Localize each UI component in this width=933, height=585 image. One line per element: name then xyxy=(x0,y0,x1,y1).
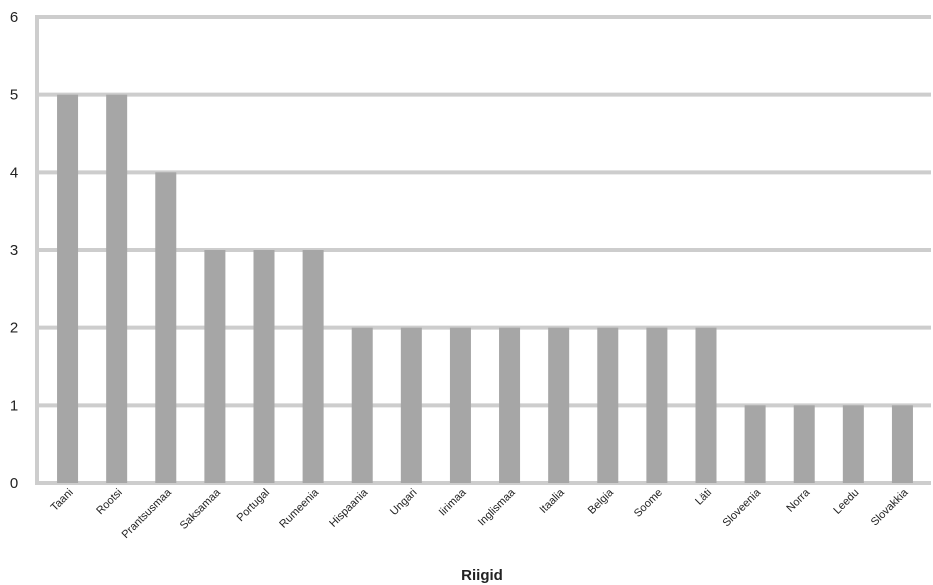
x-tick-label: Slovakkia xyxy=(869,486,911,528)
y-axis-ticks: 0 1 2 3 4 5 6 xyxy=(10,9,18,492)
bar xyxy=(744,405,766,483)
bar xyxy=(106,94,128,484)
x-axis-title: Riigid xyxy=(461,567,503,584)
y-tick-label: 2 xyxy=(10,320,18,337)
x-tick-label: Leedu xyxy=(831,487,861,517)
bar xyxy=(57,94,79,484)
y-tick-label: 4 xyxy=(10,164,18,181)
x-tick-label: Taani xyxy=(49,487,76,514)
bar xyxy=(891,405,913,483)
bar xyxy=(351,327,373,483)
bar xyxy=(597,327,619,483)
bar xyxy=(204,250,226,483)
bars xyxy=(57,94,913,484)
bar xyxy=(499,327,521,483)
bar xyxy=(548,327,570,483)
x-tick-label: Sloveenia xyxy=(721,486,764,529)
y-tick-label: 1 xyxy=(10,397,18,414)
x-tick-label: Portugal xyxy=(235,487,272,524)
x-tick-label: Norra xyxy=(784,486,813,515)
x-tick-label: Ungari xyxy=(388,487,419,518)
x-tick-label: Rumeenia xyxy=(277,486,322,531)
y-tick-label: 3 xyxy=(10,242,18,259)
bar xyxy=(253,250,275,483)
bar xyxy=(155,172,177,484)
bar xyxy=(400,327,422,483)
x-tick-label: Soome xyxy=(632,487,665,520)
x-tick-label: Prantsusmaa xyxy=(120,486,175,541)
x-tick-label: Läti xyxy=(693,487,714,508)
x-tick-label: Belgia xyxy=(586,486,617,517)
bar xyxy=(695,327,717,483)
bar xyxy=(793,405,815,483)
x-tick-label: Itaalia xyxy=(538,486,568,516)
y-tick-label: 5 xyxy=(10,87,18,104)
bar xyxy=(449,327,471,483)
bar xyxy=(842,405,864,483)
bar xyxy=(646,327,668,483)
gridlines xyxy=(35,15,931,485)
x-tick-label: Saksamaa xyxy=(178,486,224,532)
x-tick-label: Rootsi xyxy=(94,487,125,518)
y-tick-label: 6 xyxy=(10,9,18,26)
bar xyxy=(302,250,324,483)
x-tick-label: Hispaania xyxy=(327,486,371,530)
x-tick-label: Iirimaa xyxy=(437,486,469,518)
y-tick-label: 0 xyxy=(10,475,18,492)
x-tick-label: Inglismaa xyxy=(476,486,518,528)
